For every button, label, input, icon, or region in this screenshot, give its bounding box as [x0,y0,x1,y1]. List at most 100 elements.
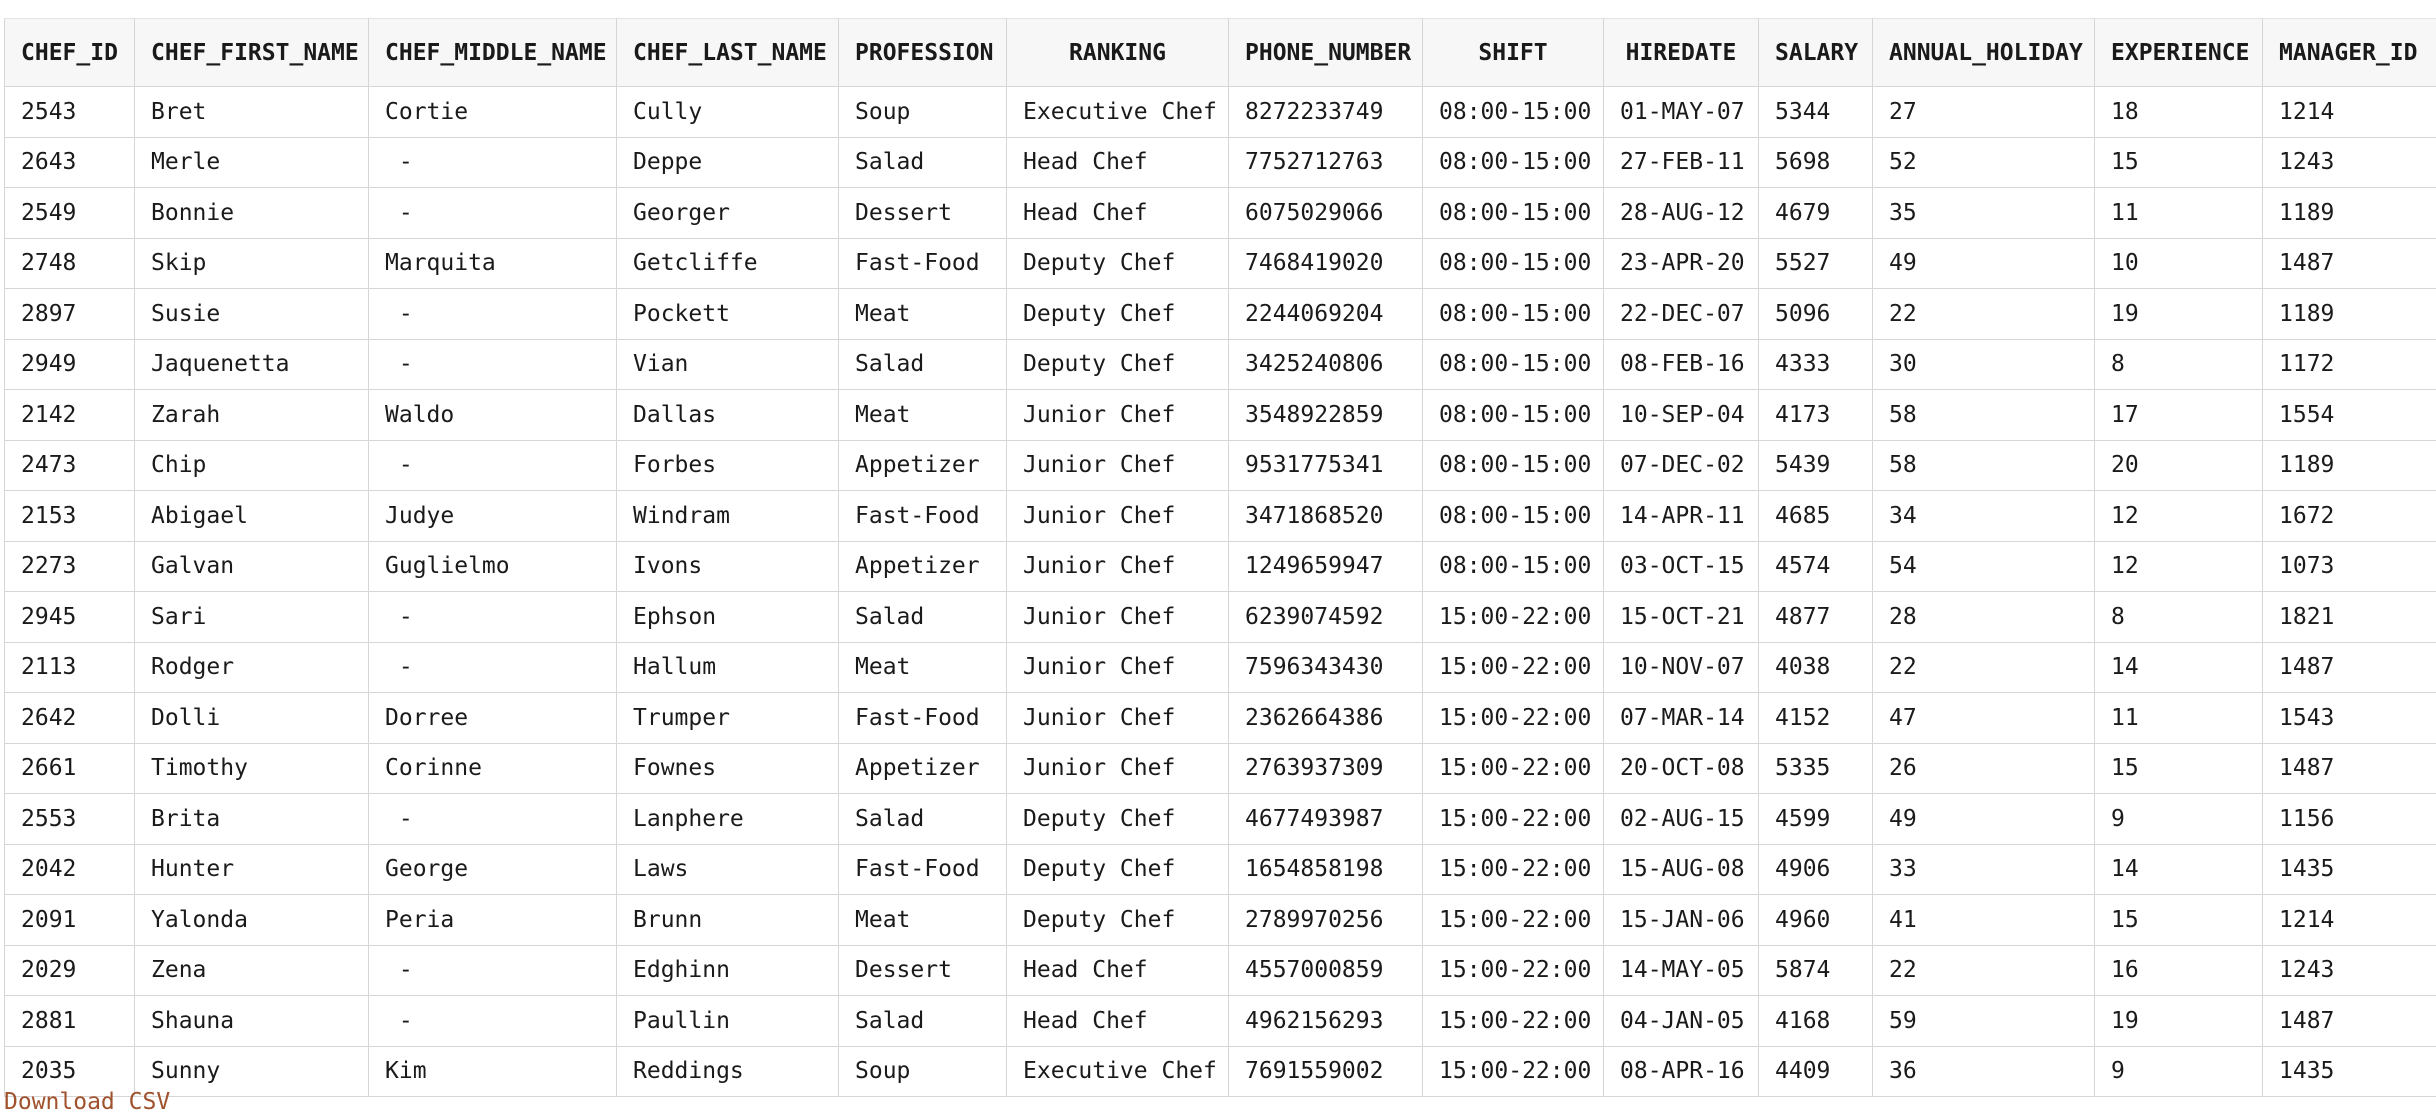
cell-shift: 08:00-15:00 [1423,137,1604,188]
cell-chef-first-name: Skip [135,238,369,289]
cell-chef-middle-name: Marquita [369,238,617,289]
cell-phone-number: 6239074592 [1229,592,1423,643]
cell-experience: 8 [2095,339,2263,390]
cell-annual-holiday: 58 [1873,440,2095,491]
cell-profession: Meat [839,642,1007,693]
column-header-profession[interactable]: PROFESSION [839,19,1007,87]
cell-profession: Meat [839,390,1007,441]
cell-hiredate: 03-OCT-15 [1604,541,1759,592]
column-header-salary[interactable]: SALARY [1759,19,1873,87]
cell-hiredate: 15-AUG-08 [1604,844,1759,895]
cell-phone-number: 2763937309 [1229,743,1423,794]
cell-chef-last-name: Forbes [617,440,839,491]
cell-profession: Soup [839,87,1007,138]
cell-shift: 15:00-22:00 [1423,945,1604,996]
cell-annual-holiday: 59 [1873,996,2095,1047]
cell-hiredate: 20-OCT-08 [1604,743,1759,794]
cell-annual-holiday: 36 [1873,1046,2095,1097]
cell-chef-last-name: Hallum [617,642,839,693]
column-header-annual-holiday[interactable]: ANNUAL_HOLIDAY [1873,19,2095,87]
cell-experience: 8 [2095,592,2263,643]
cell-phone-number: 7691559002 [1229,1046,1423,1097]
cell-salary: 4679 [1759,188,1873,239]
cell-shift: 15:00-22:00 [1423,1046,1604,1097]
cell-hiredate: 10-SEP-04 [1604,390,1759,441]
cell-shift: 15:00-22:00 [1423,794,1604,845]
column-header-phone-number[interactable]: PHONE_NUMBER [1229,19,1423,87]
column-header-experience[interactable]: EXPERIENCE [2095,19,2263,87]
cell-hiredate: 07-DEC-02 [1604,440,1759,491]
cell-experience: 16 [2095,945,2263,996]
column-header-manager-id[interactable]: MANAGER_ID [2263,19,2436,87]
cell-chef-id: 2543 [5,87,135,138]
cell-manager-id: 1554 [2263,390,2436,441]
cell-shift: 15:00-22:00 [1423,743,1604,794]
cell-chef-id: 2142 [5,390,135,441]
column-header-ranking[interactable]: RANKING [1007,19,1229,87]
cell-chef-first-name: Rodger [135,642,369,693]
cell-profession: Meat [839,895,1007,946]
cell-chef-id: 2642 [5,693,135,744]
cell-experience: 15 [2095,895,2263,946]
cell-chef-middle-name: - [369,289,617,340]
cell-manager-id: 1543 [2263,693,2436,744]
cell-shift: 08:00-15:00 [1423,289,1604,340]
cell-salary: 4152 [1759,693,1873,744]
cell-chef-first-name: Chip [135,440,369,491]
column-header-chef-id[interactable]: CHEF_ID [5,19,135,87]
cell-chef-last-name: Fownes [617,743,839,794]
cell-experience: 14 [2095,844,2263,895]
cell-hiredate: 27-FEB-11 [1604,137,1759,188]
cell-annual-holiday: 52 [1873,137,2095,188]
cell-chef-last-name: Pockett [617,289,839,340]
cell-chef-middle-name: Judye [369,491,617,542]
cell-ranking: Executive Chef [1007,87,1229,138]
cell-ranking: Head Chef [1007,137,1229,188]
column-header-hiredate[interactable]: HIREDATE [1604,19,1759,87]
download-csv-link[interactable]: Download CSV [4,1089,170,1115]
column-header-chef-last-name[interactable]: CHEF_LAST_NAME [617,19,839,87]
cell-manager-id: 1189 [2263,289,2436,340]
cell-manager-id: 1487 [2263,642,2436,693]
cell-salary: 5335 [1759,743,1873,794]
cell-salary: 5344 [1759,87,1873,138]
cell-hiredate: 10-NOV-07 [1604,642,1759,693]
cell-salary: 4599 [1759,794,1873,845]
cell-ranking: Head Chef [1007,996,1229,1047]
cell-phone-number: 3425240806 [1229,339,1423,390]
cell-manager-id: 1487 [2263,743,2436,794]
column-header-shift[interactable]: SHIFT [1423,19,1604,87]
cell-chef-first-name: Merle [135,137,369,188]
cell-chef-first-name: Susie [135,289,369,340]
cell-manager-id: 1821 [2263,592,2436,643]
column-header-chef-first-name[interactable]: CHEF_FIRST_NAME [135,19,369,87]
cell-chef-middle-name: Dorree [369,693,617,744]
cell-shift: 08:00-15:00 [1423,339,1604,390]
cell-hiredate: 14-APR-11 [1604,491,1759,542]
cell-phone-number: 4677493987 [1229,794,1423,845]
cell-experience: 18 [2095,87,2263,138]
cell-hiredate: 14-MAY-05 [1604,945,1759,996]
cell-ranking: Junior Chef [1007,390,1229,441]
column-header-chef-middle-name[interactable]: CHEF_MIDDLE_NAME [369,19,617,87]
